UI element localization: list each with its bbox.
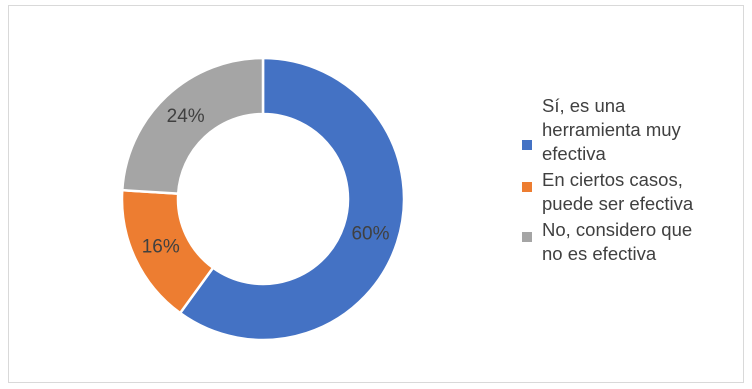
legend-item-sometimes: En ciertos casos, puede ser efectiva: [522, 168, 744, 216]
data-label-effective: 60%: [351, 223, 389, 244]
data-label-sometimes: 16%: [142, 237, 180, 258]
legend-swatch-not-effective: [522, 232, 532, 242]
legend-label-sometimes: En ciertos casos, puede ser efectiva: [542, 169, 694, 214]
legend-item-not-effective: No, considero que no es efectiva: [522, 218, 744, 266]
chart-legend: Sí, es una herramienta muy efectiva En c…: [522, 94, 744, 268]
legend-label-not-effective: No, considero que no es efectiva: [542, 219, 693, 264]
data-label-not-effective: 24%: [167, 106, 205, 127]
legend-swatch-effective: [522, 140, 532, 150]
donut-slice-effective: [178, 56, 406, 342]
legend-item-effective: Sí, es una herramienta muy efectiva: [522, 94, 744, 166]
legend-label-effective: Sí, es una herramienta muy efectiva: [542, 95, 681, 164]
donut-slice-not-effective: [120, 56, 265, 195]
legend-swatch-sometimes: [522, 182, 532, 192]
